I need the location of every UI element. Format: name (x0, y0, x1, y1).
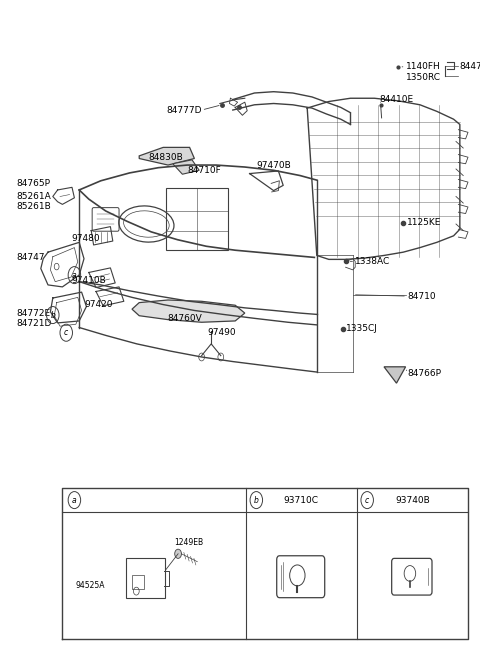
Text: 85261A: 85261A (17, 192, 51, 201)
Text: b: b (254, 496, 259, 504)
Text: 97490: 97490 (208, 328, 237, 337)
Text: 94525A: 94525A (76, 581, 105, 590)
Text: 84710: 84710 (407, 291, 436, 301)
Text: 97420: 97420 (84, 300, 112, 309)
Text: 84410E: 84410E (379, 95, 413, 104)
Text: 84772E: 84772E (17, 309, 51, 318)
Polygon shape (173, 160, 199, 174)
Polygon shape (139, 147, 194, 165)
Text: 84830B: 84830B (149, 153, 183, 162)
Text: a: a (72, 496, 77, 504)
Text: 1249EB: 1249EB (174, 538, 204, 546)
Text: 97410B: 97410B (71, 276, 106, 285)
Text: 97470B: 97470B (257, 160, 291, 170)
Text: 93740B: 93740B (395, 496, 430, 504)
Text: 84721D: 84721D (17, 319, 52, 328)
Polygon shape (384, 367, 406, 383)
Text: b: b (50, 310, 55, 320)
Text: 93710C: 93710C (284, 496, 319, 504)
Text: a: a (72, 271, 77, 280)
Polygon shape (132, 300, 245, 322)
Text: 1140FH: 1140FH (406, 62, 440, 71)
Text: 84747: 84747 (17, 253, 45, 262)
Text: 1338AC: 1338AC (355, 257, 390, 266)
Text: 97480: 97480 (71, 234, 100, 243)
Text: 84766P: 84766P (407, 369, 441, 378)
Text: 84710F: 84710F (187, 166, 221, 175)
Text: 1125KE: 1125KE (407, 218, 442, 227)
Text: 84765P: 84765P (17, 179, 51, 188)
Text: c: c (365, 496, 369, 504)
Text: 1350RC: 1350RC (406, 73, 441, 82)
Text: 84477: 84477 (460, 62, 480, 71)
Text: c: c (64, 328, 68, 337)
Text: 84760V: 84760V (167, 314, 202, 323)
Text: 85261B: 85261B (17, 202, 51, 212)
Text: 1335CJ: 1335CJ (346, 324, 377, 333)
Text: 84777D: 84777D (166, 105, 202, 115)
Circle shape (175, 549, 181, 558)
